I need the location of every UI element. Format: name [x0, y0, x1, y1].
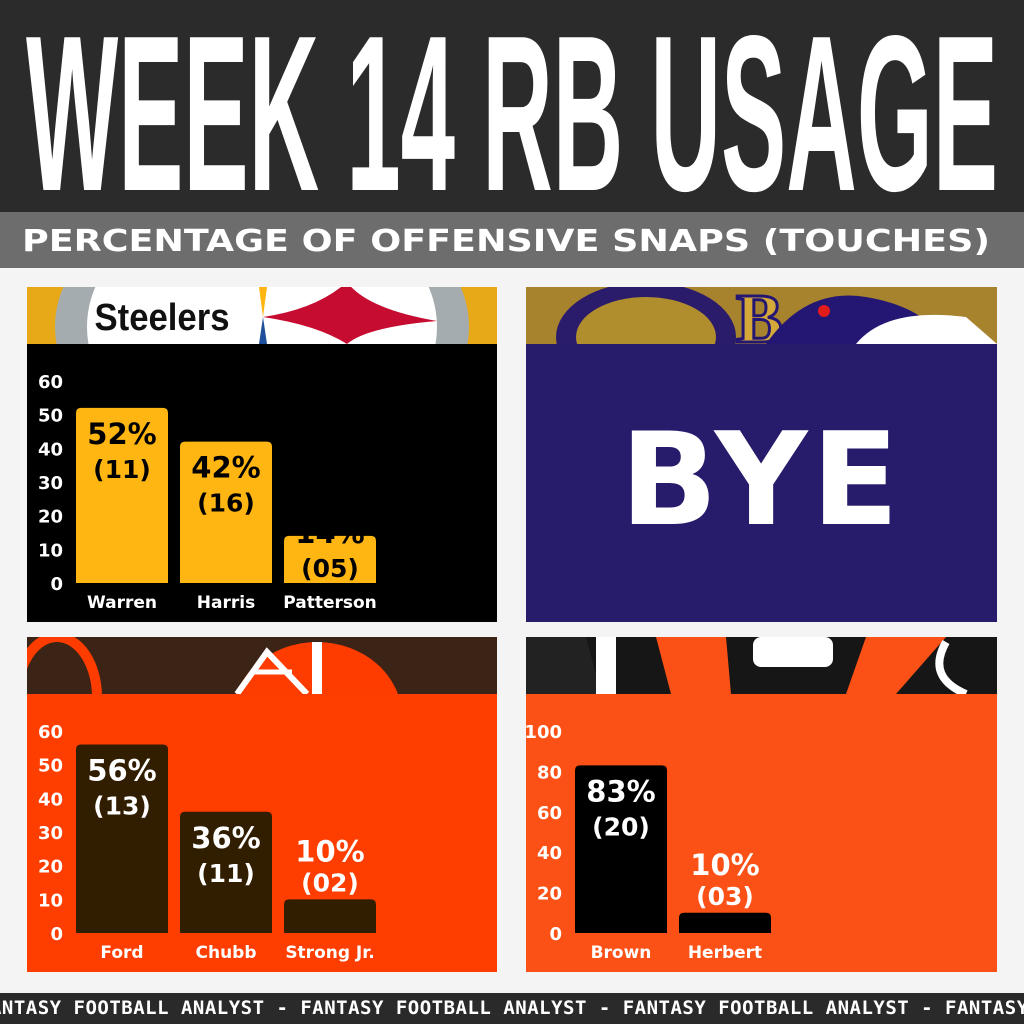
bengals-logo — [526, 637, 997, 694]
browns-logo — [27, 637, 497, 694]
page-title: WEEK 14 RB USAGE — [26, 0, 998, 212]
bye-label: BYE — [620, 406, 903, 555]
bar-touches-label: (16) — [197, 489, 255, 518]
footer-ticker-bar: FANTASY FOOTBALL ANALYST - FANTASY FOOTB… — [0, 993, 1024, 1024]
steelers-panel: Steelers 0 10 20 30 40 50 60 52% (11) Warren 42% (1… — [27, 287, 497, 622]
y-tick-label: 60 — [537, 803, 562, 824]
page-subtitle: PERCENTAGE OF OFFENSIVE SNAPS (TOUCHES) — [22, 224, 990, 259]
bar — [679, 912, 771, 933]
y-tick-label: 80 — [537, 762, 562, 783]
bar-percent-label: 36% — [191, 821, 260, 855]
browns-panel: 0 10 20 30 40 50 60 56% (13) Ford 36% (11) Chubb 10%(… — [27, 637, 497, 972]
bar-touches-label: (03) — [696, 882, 754, 911]
bar-percent-label: 56% — [87, 753, 156, 787]
bar-percent-label: 10% — [690, 848, 759, 882]
footer-ticker: FANTASY FOOTBALL ANALYST - FANTASY FOOTB… — [0, 997, 1024, 1019]
steelers-chart-svg: 0 10 20 30 40 50 60 52% (11) Warren 42% (16) Harris 1… — [38, 372, 377, 613]
y-tick-label: 10 — [38, 540, 63, 561]
x-category-label: Strong Jr. — [285, 943, 374, 963]
x-category-label: Chubb — [195, 943, 256, 963]
x-category-label: Ford — [100, 943, 143, 963]
y-tick-label: 0 — [50, 574, 63, 595]
bengals-chart: 0 20 40 60 80 100 83% (20) Brown 10% (03) Herbert — [526, 694, 997, 972]
y-tick-label: 50 — [38, 756, 63, 777]
y-tick-label: 100 — [526, 722, 562, 743]
subtitle-bar: PERCENTAGE OF OFFENSIVE SNAPS (TOUCHES) — [0, 212, 1024, 268]
x-category-label: Harris — [197, 593, 255, 613]
y-tick-label: 10 — [38, 890, 63, 911]
bar — [284, 899, 376, 933]
browns-chart-svg: 0 10 20 30 40 50 60 56% (13) Ford 36% (11) Chubb 10%(… — [38, 722, 376, 963]
bar — [180, 811, 272, 933]
y-tick-label: 20 — [537, 884, 562, 905]
y-tick-label: 40 — [537, 843, 562, 864]
bar-percent-label: 52% — [87, 417, 156, 451]
steelers-logo: Steelers — [27, 287, 497, 344]
y-tick-label: 60 — [38, 722, 63, 743]
y-tick-label: 40 — [38, 439, 63, 460]
ravens-bye-area: BYE — [526, 344, 997, 622]
y-tick-label: 30 — [38, 473, 63, 494]
x-category-label: Patterson — [283, 593, 377, 613]
bar — [76, 744, 168, 933]
bar-percent-label: 42% — [191, 451, 260, 485]
bengals-chart-svg: 0 20 40 60 80 100 83% (20) Brown 10%(03) Herbert — [526, 722, 771, 963]
bar — [76, 407, 168, 583]
x-category-label: Herbert — [688, 943, 762, 963]
y-tick-label: 0 — [50, 924, 63, 945]
y-tick-label: 30 — [38, 823, 63, 844]
y-tick-label: 0 — [549, 924, 562, 945]
bar-touches-label: (05) — [301, 554, 359, 583]
bar — [284, 535, 376, 583]
y-tick-label: 50 — [38, 406, 63, 427]
y-tick-label: 20 — [38, 507, 63, 528]
bar-percent-label: 14% — [295, 516, 364, 550]
y-tick-label: 20 — [38, 857, 63, 878]
bar-touches-label: (20) — [592, 812, 650, 841]
browns-chart: 0 10 20 30 40 50 60 56% (13) Ford 36% (11) Chubb 10%(… — [27, 694, 497, 972]
y-tick-label: 40 — [38, 789, 63, 810]
bar-percent-label: 10% — [295, 834, 364, 868]
bar-touches-label: (11) — [93, 455, 151, 484]
steelers-chart: 0 10 20 30 40 50 60 52% (11) Warren 42% (16) Harris 1… — [27, 344, 497, 622]
bar-touches-label: (13) — [93, 791, 151, 820]
ravens-panel: B BYE — [526, 287, 997, 622]
bengals-panel: 0 20 40 60 80 100 83% (20) Brown 10% (03) Herbert — [526, 637, 997, 972]
bar-percent-label: 83% — [586, 774, 655, 808]
bar-touches-label: (11) — [197, 859, 255, 888]
bar — [180, 441, 272, 583]
title-svg: WEEK 14 RB USAGE — [26, 0, 998, 238]
ravens-logo: B — [526, 287, 997, 344]
bar — [575, 765, 667, 933]
title-bar: WEEK 14 RB USAGE — [0, 0, 1024, 238]
x-category-label: Warren — [87, 593, 157, 613]
y-tick-label: 60 — [38, 372, 63, 393]
bar-touches-label: (02) — [301, 868, 359, 897]
steelers-logo-text: Steelers — [95, 297, 230, 339]
x-category-label: Brown — [591, 943, 652, 963]
